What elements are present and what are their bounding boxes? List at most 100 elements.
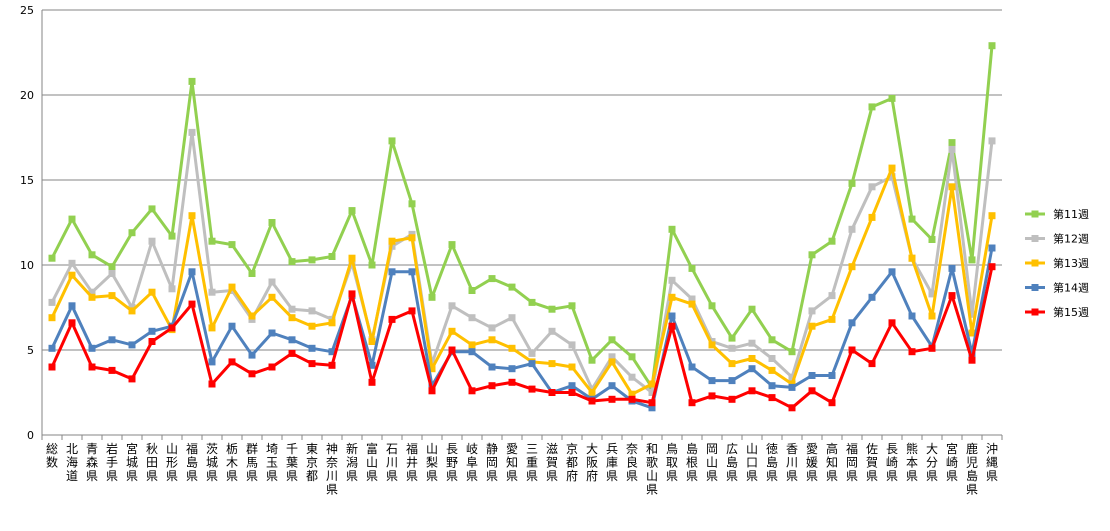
data-point <box>888 94 896 102</box>
data-point <box>968 356 976 364</box>
data-point <box>248 351 256 359</box>
data-point <box>148 288 156 296</box>
x-category-label: 和歌山県 <box>646 442 658 497</box>
y-tick-label: 10 <box>20 259 34 272</box>
data-point <box>988 212 996 220</box>
data-point <box>668 322 676 330</box>
x-category-label: 山口県 <box>746 442 758 483</box>
data-point <box>228 358 236 366</box>
x-category-label: 滋賀県 <box>546 442 558 483</box>
data-point <box>568 389 576 396</box>
data-point <box>568 302 576 310</box>
data-point <box>488 275 496 283</box>
x-category-label: 愛媛県 <box>806 442 818 483</box>
data-point <box>428 365 436 373</box>
series-line <box>50 166 994 396</box>
data-point <box>988 244 996 252</box>
data-point <box>48 344 56 352</box>
data-point <box>588 356 596 364</box>
data-point <box>768 366 776 374</box>
data-point <box>388 268 396 276</box>
data-point <box>828 292 836 300</box>
data-point <box>548 360 556 368</box>
legend-label: 第11週 <box>1053 207 1089 221</box>
data-point <box>248 270 256 277</box>
data-point <box>488 363 496 371</box>
x-category-label: 三重県 <box>526 442 538 483</box>
x-category-label: 新潟県 <box>346 441 358 483</box>
legend-label: 第15週 <box>1053 305 1089 319</box>
y-tick-label: 15 <box>20 174 34 187</box>
data-point <box>768 382 776 390</box>
series-group <box>48 263 996 412</box>
data-point <box>808 251 816 259</box>
data-point <box>528 360 536 368</box>
data-point <box>748 339 756 347</box>
data-point <box>528 349 536 357</box>
x-category-label: 総数 <box>46 442 58 470</box>
data-point <box>868 360 876 368</box>
data-point <box>808 372 816 379</box>
data-point <box>928 290 936 298</box>
legend-item: 第11週 <box>1025 207 1089 221</box>
data-point <box>868 213 876 221</box>
data-point <box>768 394 776 402</box>
data-point <box>768 355 776 362</box>
data-point <box>808 322 816 330</box>
data-point <box>828 399 836 407</box>
data-point <box>568 363 576 371</box>
data-point <box>328 319 336 327</box>
legend-swatch-marker <box>1031 308 1039 316</box>
data-point <box>208 237 216 245</box>
data-point <box>268 219 276 226</box>
data-point <box>488 324 496 332</box>
data-point <box>88 288 96 296</box>
data-point <box>988 137 996 145</box>
data-point <box>328 361 336 369</box>
data-point <box>508 314 516 322</box>
data-point <box>968 310 976 318</box>
data-point <box>108 336 116 344</box>
data-point <box>928 236 936 243</box>
data-point <box>828 372 836 379</box>
x-category-label: 埼玉県 <box>266 442 278 483</box>
legend-item: 第13週 <box>1025 256 1089 270</box>
data-point <box>408 200 416 208</box>
x-category-label: 京都府 <box>566 442 578 483</box>
data-point <box>888 319 896 327</box>
data-point <box>248 370 256 378</box>
legend-item: 第12週 <box>1025 232 1089 246</box>
data-point <box>528 385 536 393</box>
data-point <box>888 164 896 172</box>
data-point <box>168 285 176 293</box>
data-point <box>188 300 196 308</box>
series-group <box>48 42 996 391</box>
data-point <box>668 276 676 284</box>
data-point <box>128 229 136 237</box>
data-point <box>868 293 876 301</box>
series-line <box>50 45 994 389</box>
x-category-label: 岩手県 <box>106 441 118 483</box>
data-point <box>908 348 916 356</box>
x-category-label: 秋田県 <box>146 442 158 483</box>
data-point <box>208 288 216 296</box>
data-point <box>848 225 856 233</box>
data-point <box>148 237 156 245</box>
data-point <box>848 346 856 354</box>
data-point <box>128 307 136 315</box>
x-category-label: 佐賀県 <box>866 442 878 483</box>
data-point <box>648 404 656 412</box>
data-point <box>988 42 996 50</box>
data-point <box>68 259 76 267</box>
data-point <box>608 336 616 344</box>
x-category-label: 長崎県 <box>886 442 898 483</box>
data-point <box>508 378 516 386</box>
data-point <box>628 373 636 381</box>
data-point <box>88 293 96 301</box>
x-category-label: 香川県 <box>786 442 798 483</box>
x-category-label: 広島県 <box>726 442 738 483</box>
legend-label: 第13週 <box>1053 256 1089 270</box>
data-point <box>728 377 736 385</box>
data-point <box>928 312 936 320</box>
